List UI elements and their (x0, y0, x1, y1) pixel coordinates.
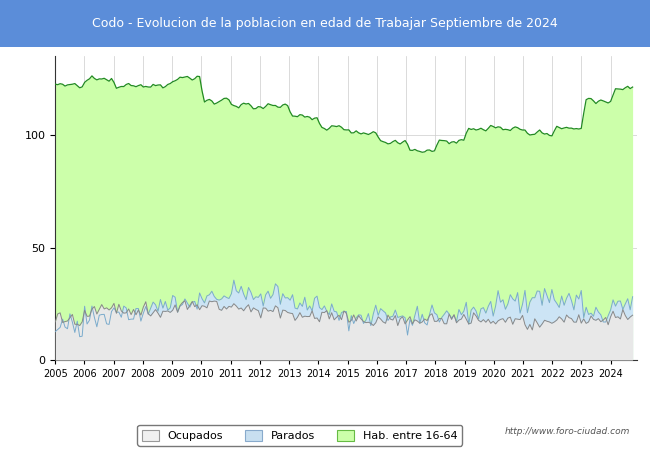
Text: http://www.foro-ciudad.com: http://www.foro-ciudad.com (505, 428, 630, 436)
Text: Codo - Evolucion de la poblacion en edad de Trabajar Septiembre de 2024: Codo - Evolucion de la poblacion en edad… (92, 17, 558, 30)
Legend: Ocupados, Parados, Hab. entre 16-64: Ocupados, Parados, Hab. entre 16-64 (137, 425, 462, 446)
